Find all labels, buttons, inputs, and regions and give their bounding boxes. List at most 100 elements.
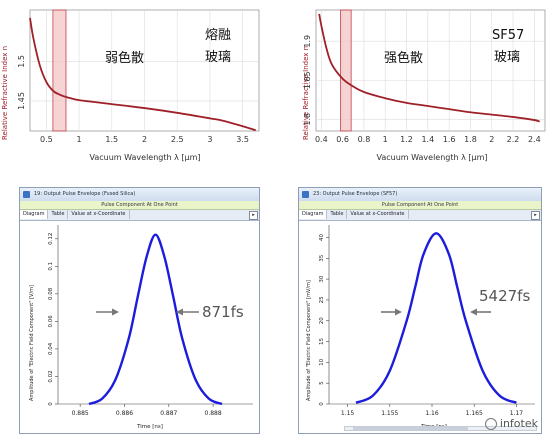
x-ticks: 0.4 0.6 0.8 1 1.2 1.4 1.6 1.8 2 2.2 2.4: [315, 135, 541, 144]
x-tick-label: 2: [489, 135, 494, 144]
material-label-line2: 玻璃: [494, 50, 520, 65]
plot-area: Amplitude of "Electric Field Component" …: [299, 221, 541, 433]
y-tick-label: 25: [319, 296, 325, 303]
x-tick-label: 0.4: [315, 135, 328, 144]
y-ticks: 0 5 10 15 20 25 30 35 40: [319, 233, 329, 406]
y-tick-label: 0: [48, 402, 54, 406]
y-axis-label: Relative Refractive Index n: [1, 46, 9, 140]
x-tick-label: 1.165: [466, 410, 483, 417]
fwhm-arrow-right: [470, 308, 491, 316]
y-tick-label: 0.1: [48, 262, 54, 271]
tab-bar: Diagram Table Value at x-Coordinate ▸: [20, 210, 259, 221]
y-tick-label: 1.85: [303, 71, 312, 89]
tab-table[interactable]: Table: [48, 210, 69, 219]
y-axis-label: Relative Refractive Index n: [302, 46, 310, 140]
y-tick-label: 10: [319, 358, 325, 365]
y-tick-label: 1.9: [303, 35, 312, 48]
x-tick-label: 1.6: [443, 135, 456, 144]
fwhm-arrow-left: [96, 308, 119, 316]
x-tick-label: 0.885: [72, 410, 89, 417]
x-tick-label: 2: [142, 135, 147, 144]
y-tick-label: 1.8: [303, 113, 312, 126]
x-tick-label: 1.5: [105, 135, 118, 144]
y-tick-label: 0.08: [48, 287, 54, 300]
x-tick-label: 1.17: [510, 410, 524, 417]
x-tick-label: 2.5: [171, 135, 184, 144]
x-tick-label: 1.16: [425, 410, 439, 417]
app-icon: [302, 191, 309, 198]
scrollbar-thumb[interactable]: [353, 427, 468, 430]
tab-table[interactable]: Table: [327, 210, 348, 219]
x-ticks: 1.15 1.155 1.16 1.165 1.17: [341, 404, 523, 417]
pulse-chart: Amplitude of "Electric Field Component" …: [29, 225, 253, 430]
y-tick-label: 15: [319, 338, 325, 345]
tab-value-at-x[interactable]: Value at x-Coordinate: [347, 210, 409, 219]
highlight-band: [52, 9, 67, 132]
y-tick-label: 1.45: [17, 92, 26, 110]
y-ticks: 0 0.02 0.04 0.06 0.08 0.1 0.12: [48, 233, 58, 406]
watermark: infotek: [484, 417, 538, 430]
fwhm-arrow-right: [176, 308, 199, 316]
material-label-line1: 熔融: [205, 28, 231, 43]
pulse-width-label: 871fs: [202, 303, 244, 321]
x-tick-label: 1: [77, 135, 82, 144]
y-tick-label: 1.5: [17, 55, 26, 68]
x-tick-label: 0.6: [336, 135, 349, 144]
x-tick-label: 1.2: [400, 135, 413, 144]
chart-fused-silica-index: Relative Refractive Index n 0.5 1 1.5 2 2.5 3…: [1, 9, 260, 162]
material-label-line1: SF57: [492, 28, 524, 43]
pulse-chart: Amplitude of "Electric Field Component" …: [306, 225, 535, 430]
tab-diagram[interactable]: Diagram: [299, 210, 328, 219]
pulse-width-label: 5427fs: [479, 287, 530, 305]
x-tick-label: 2.4: [528, 135, 541, 144]
y-tick-label: 0.02: [48, 370, 54, 382]
x-tick-label: 1.155: [381, 410, 398, 417]
x-tick-label: 0.887: [160, 410, 177, 417]
x-tick-label: 1.8: [464, 135, 477, 144]
panel-header: Pulse Component At One Point: [20, 201, 259, 210]
x-ticks: 0.885 0.886 0.887 0.888: [72, 404, 222, 417]
x-tick-label: 3.5: [236, 135, 249, 144]
pulse-window-fused-silica: 19: Output Pulse Envelope (Fused Silica)…: [19, 187, 260, 434]
x-tick-label: 3: [207, 135, 212, 144]
y-tick-label: 0: [319, 402, 325, 406]
x-tick-label: 0.8: [358, 135, 371, 144]
tab-diagram[interactable]: Diagram: [20, 210, 49, 219]
highlight-band: [340, 9, 352, 132]
window-title: 19: Output Pulse Envelope (Fused Silica): [34, 191, 136, 197]
pulse-window-sf57: 23: Output Pulse Envelope (SF57) Pulse C…: [298, 187, 542, 434]
tab-value-at-x[interactable]: Value at x-Coordinate: [68, 210, 130, 219]
watermark-text: infotek: [499, 417, 538, 430]
panel-menu-button[interactable]: ▸: [531, 211, 540, 220]
chart-sf57-index: Relative Refractive Index n 0.4 0.6 0.8 1 1.…: [302, 9, 546, 162]
x-tick-label: 0.886: [116, 410, 133, 417]
dispersion-label: 弱色散: [105, 50, 144, 66]
fwhm-arrow-left: [381, 308, 402, 316]
gridlines: [30, 10, 259, 131]
material-label-line2: 玻璃: [205, 50, 231, 65]
window-titlebar[interactable]: 23: Output Pulse Envelope (SF57): [299, 188, 541, 201]
x-ticks: 0.5 1 1.5 2 2.5 3 3.5: [40, 135, 249, 144]
panel-menu-button[interactable]: ▸: [249, 211, 258, 220]
y-tick-label: 0.12: [48, 233, 54, 245]
index-curve: [29, 17, 256, 132]
horizontal-scrollbar[interactable]: [344, 426, 537, 431]
plot-frame: [315, 9, 546, 132]
panel-header: Pulse Component At One Point: [299, 201, 541, 210]
x-tick-label: 0.888: [205, 410, 222, 417]
y-tick-label: 0.06: [48, 315, 54, 328]
app-icon: [23, 191, 30, 198]
x-tick-label: 2.2: [507, 135, 520, 144]
y-tick-label: 0.04: [48, 342, 54, 355]
window-titlebar[interactable]: 19: Output Pulse Envelope (Fused Silica): [20, 188, 259, 201]
y-tick-label: 20: [319, 317, 325, 324]
y-ticks: 1.5 1.45: [17, 55, 26, 110]
x-tick-label: 0.5: [40, 135, 53, 144]
y-ticks: 1.9 1.85 1.8: [303, 35, 312, 126]
x-axis-label: Vacuum Wavelength λ [µm]: [89, 153, 200, 162]
tab-bar: Diagram Table Value at x-Coordinate ▸: [299, 210, 541, 221]
window-title: 23: Output Pulse Envelope (SF57): [313, 191, 398, 197]
x-axis-label: Vacuum Wavelength λ [µm]: [376, 153, 487, 162]
y-tick-label: 5: [319, 381, 325, 385]
x-tick-label: 1: [383, 135, 388, 144]
